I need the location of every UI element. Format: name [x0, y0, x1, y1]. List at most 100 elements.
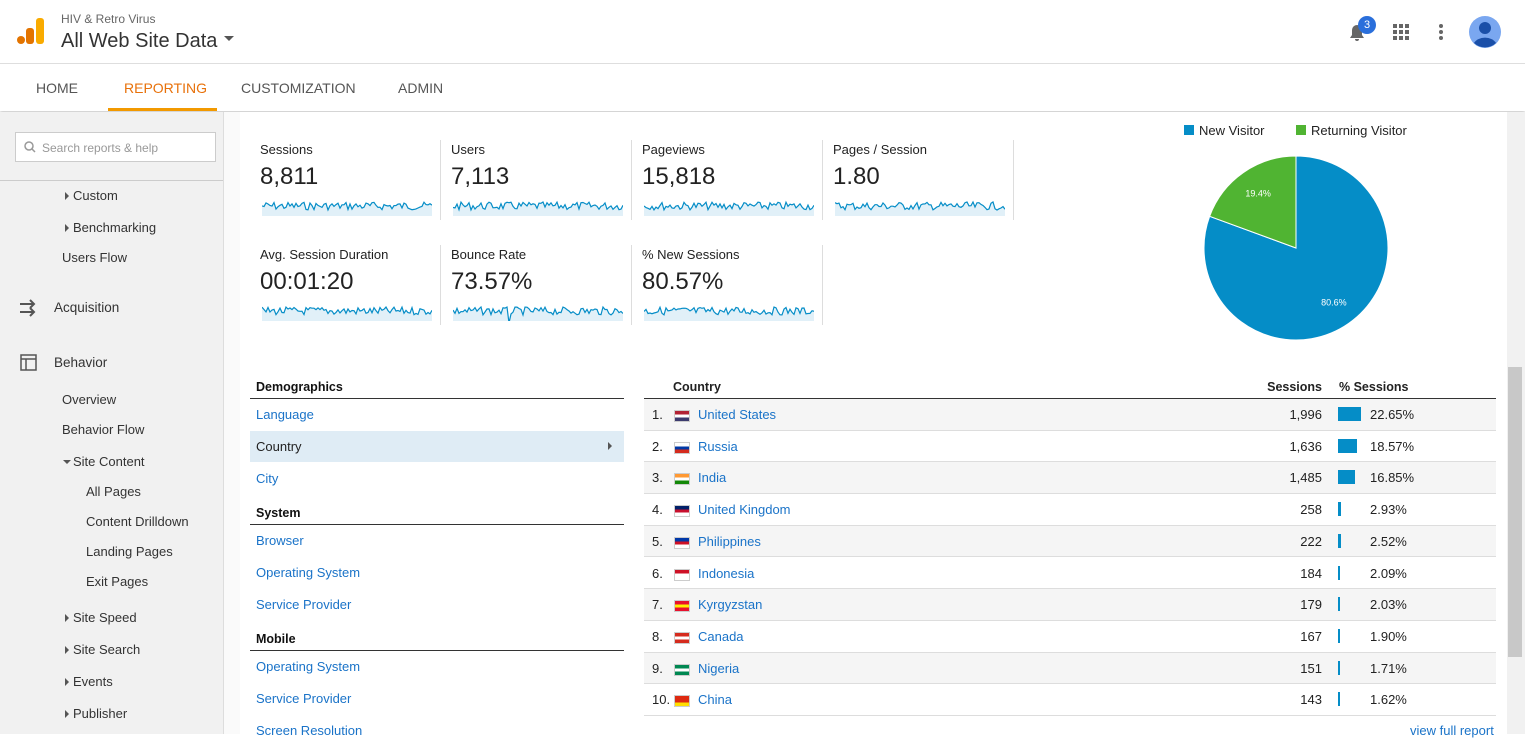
- dimension-link[interactable]: Operating System: [256, 659, 361, 674]
- percent-bar: [1338, 407, 1361, 421]
- scrollbar: [1507, 112, 1525, 734]
- metric-value: 73.57%: [451, 268, 533, 295]
- sessions: 151: [1300, 660, 1322, 676]
- metric-divider: [822, 140, 823, 220]
- sessions: 184: [1300, 565, 1322, 581]
- dropdown-arrow[interactable]: [224, 36, 234, 42]
- pie-slice: [1203, 155, 1389, 341]
- dimension-link[interactable]: City: [256, 471, 279, 486]
- dimension-link[interactable]: Operating System: [256, 565, 361, 580]
- table-row: [644, 557, 1496, 590]
- sidebar-item[interactable]: Site Content: [63, 454, 145, 469]
- country-link[interactable]: India: [698, 470, 727, 486]
- sidebar-item[interactable]: Events: [65, 674, 113, 689]
- country-link[interactable]: United Kingdom: [698, 502, 791, 518]
- sidebar-item[interactable]: Benchmarking: [64, 220, 157, 235]
- section-rule: [250, 524, 624, 525]
- property-selector[interactable]: All Web Site Data: [61, 30, 218, 52]
- sessions: 258: [1300, 502, 1322, 518]
- percent-bar: [1338, 660, 1340, 675]
- country-link[interactable]: Philippines: [698, 533, 761, 549]
- dimension-link[interactable]: Language: [256, 407, 314, 422]
- dimension-link[interactable]: Country: [256, 439, 302, 454]
- row-arrow: [608, 442, 612, 450]
- country-link[interactable]: Canada: [698, 628, 744, 644]
- percent-label: 2.52%: [1370, 533, 1407, 549]
- metric-label: Pageviews: [642, 142, 705, 157]
- sidebar-item[interactable]: Exit Pages: [86, 574, 149, 589]
- country-link[interactable]: China: [698, 692, 732, 708]
- sidebar-item[interactable]: Behavior Flow: [62, 422, 145, 437]
- metric-value: 7,113: [451, 163, 510, 190]
- flag: [674, 600, 690, 613]
- section-rule: [250, 650, 624, 651]
- nav-tab[interactable]: HOME: [36, 80, 78, 96]
- sidebar-item[interactable]: Site Speed: [65, 610, 137, 625]
- percent-bar: [1338, 533, 1341, 548]
- sidebar-item[interactable]: Publisher: [64, 706, 128, 721]
- sparkline-line: [262, 201, 432, 212]
- country-link[interactable]: Russia: [698, 438, 738, 454]
- flag: [674, 568, 690, 581]
- flag: [674, 505, 690, 518]
- flag: [674, 631, 690, 644]
- metric-value: 15,818: [642, 163, 716, 190]
- rank: 3.: [652, 470, 663, 486]
- country-link[interactable]: Indonesia: [698, 565, 755, 581]
- dimension-link[interactable]: Browser: [256, 533, 304, 548]
- country-link[interactable]: Kyrgyzstan: [698, 597, 763, 613]
- sidebar-item[interactable]: All Pages: [86, 484, 141, 499]
- sparkline: [644, 305, 814, 321]
- search-placeholder: Search reports & help: [42, 141, 159, 155]
- table-row: [644, 525, 1496, 558]
- sparkline: [262, 201, 432, 216]
- legend-swatch: [1184, 125, 1194, 135]
- nav-tab[interactable]: CUSTOMIZATION: [241, 80, 356, 96]
- apps-icon[interactable]: [1393, 24, 1411, 42]
- section-title: System: [256, 506, 301, 520]
- flag: [674, 473, 690, 486]
- dimension-link[interactable]: Screen Resolution: [256, 723, 363, 738]
- search-box[interactable]: Search reports & help: [15, 132, 216, 162]
- sparkline-line: [644, 305, 814, 317]
- sparkline-line: [835, 200, 1005, 212]
- section-title: Demographics: [256, 380, 343, 394]
- nav-tab[interactable]: ADMIN: [398, 80, 444, 96]
- country-link[interactable]: Nigeria: [698, 660, 740, 676]
- nav-tab[interactable]: REPORTING: [124, 80, 207, 96]
- dimension-link[interactable]: Service Provider: [256, 691, 352, 706]
- percent-label: 1.90%: [1370, 628, 1407, 644]
- header: HIV & Retro Virus All Web Site Data 3: [0, 0, 1525, 64]
- pie-slice: [1208, 155, 1297, 249]
- scroll-thumb[interactable]: [1508, 367, 1522, 657]
- sidebar-item[interactable]: Behavior: [54, 355, 108, 370]
- avatar[interactable]: [1468, 15, 1502, 49]
- view-full-report[interactable]: view full report: [1410, 723, 1494, 738]
- country-link[interactable]: United States: [698, 407, 777, 422]
- section-title: Mobile: [256, 632, 296, 646]
- table-row: [644, 462, 1496, 495]
- sparkline-area: [262, 307, 432, 321]
- sparkline-area: [644, 307, 814, 321]
- sidebar-item[interactable]: Site Search: [64, 642, 141, 657]
- metric-label: Avg. Session Duration: [260, 247, 389, 262]
- flag: [674, 410, 690, 422]
- sidebar-item[interactable]: Custom: [65, 188, 118, 203]
- sparkline: [453, 305, 623, 321]
- table-row: [644, 684, 1496, 716]
- sidebar-item[interactable]: Overview: [62, 392, 117, 407]
- more-icon[interactable]: [1438, 24, 1444, 42]
- metric-divider: [631, 140, 632, 220]
- sidebar-item[interactable]: Users Flow: [62, 250, 128, 265]
- metric-label: Sessions: [260, 142, 313, 157]
- sidebar-item[interactable]: Landing Pages: [86, 544, 173, 559]
- collapse-bar[interactable]: [223, 112, 241, 734]
- sidebar-item[interactable]: Acquisition: [54, 300, 120, 315]
- rank: 4.: [652, 502, 663, 518]
- percent-label: 18.57%: [1370, 438, 1415, 454]
- dimension-link[interactable]: Service Provider: [256, 597, 352, 612]
- metric-divider: [440, 140, 441, 220]
- sidebar-item[interactable]: Content Drilldown: [86, 514, 189, 529]
- flag: [674, 695, 690, 708]
- metric-label: % New Sessions: [642, 247, 740, 262]
